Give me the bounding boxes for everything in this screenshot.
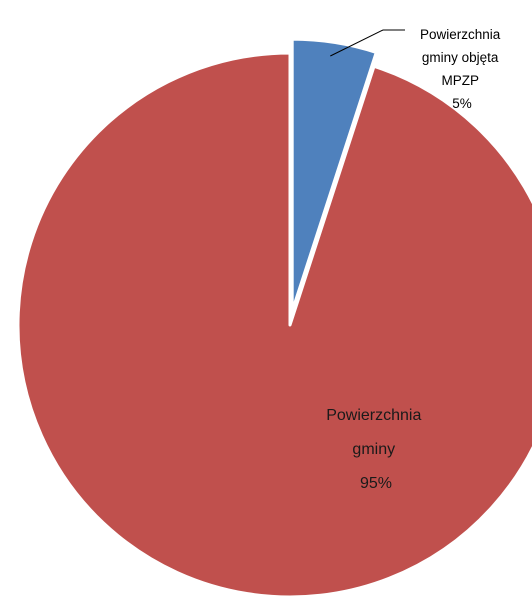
slice-label-mpzp-line-3: MPZP: [441, 73, 478, 88]
slice-label-mpzp-line-2: gminy objęta: [422, 50, 499, 65]
pie-slice-mpzp: [290, 37, 378, 313]
slice-label-mpzp-percent: 5%: [452, 96, 472, 111]
pie-slice-gmina: [16, 51, 532, 599]
slice-label-gmina-line-1: Powierzchnia: [326, 407, 421, 424]
slice-label-gmina-line-2: gminy: [352, 441, 395, 458]
slices-layer: [16, 37, 532, 599]
slice-label-mpzp: Powierzchnia gminy objęta MPZP 5%: [420, 27, 504, 111]
slice-label-gmina: Powierzchnia gminy 95%: [326, 407, 426, 492]
leader-line-path: [330, 29, 405, 57]
slice-label-gmina-percent: 95%: [360, 475, 392, 492]
slice-label-mpzp-line-1: Powierzchnia: [420, 27, 501, 42]
